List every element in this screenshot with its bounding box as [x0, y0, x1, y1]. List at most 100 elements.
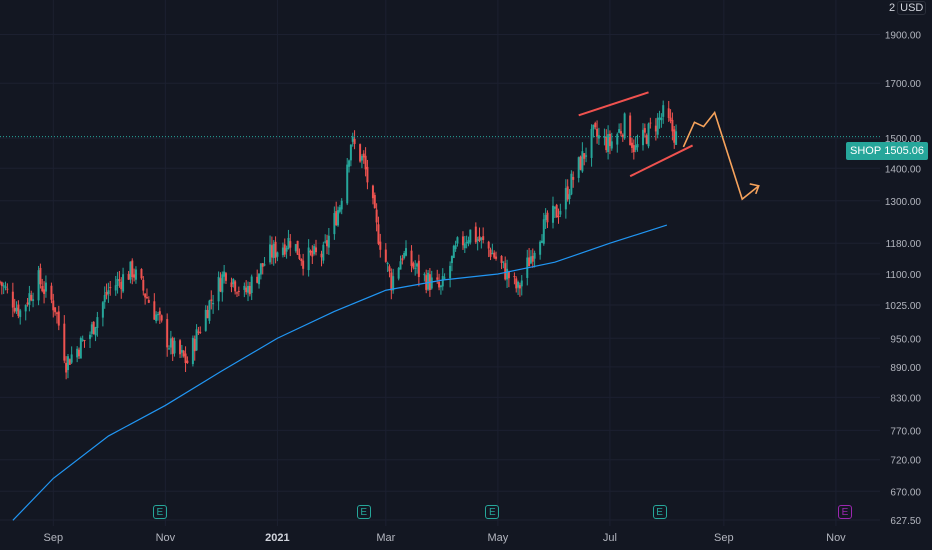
- candle-body: [307, 247, 310, 271]
- candle-body: [647, 123, 650, 147]
- candle-body: [403, 252, 406, 259]
- candle-body: [495, 256, 498, 259]
- candle-body: [579, 156, 582, 170]
- candle-body: [474, 226, 477, 243]
- candle-body: [294, 244, 297, 251]
- y-tick-label: 1700.00: [885, 79, 922, 90]
- candle-body: [15, 307, 18, 312]
- candle-body: [675, 131, 678, 145]
- candle-body: [629, 115, 632, 146]
- candle-body: [546, 212, 549, 223]
- candle-body: [300, 259, 303, 262]
- y-tick-label: 1100.00: [886, 270, 922, 281]
- candle-body: [564, 187, 567, 210]
- candle-body: [248, 285, 251, 295]
- candle-body: [353, 138, 356, 145]
- candle-body: [572, 176, 575, 180]
- candle-body: [17, 304, 20, 316]
- candle-body: [654, 125, 657, 132]
- currency-label[interactable]: 2 USD: [889, 1, 927, 15]
- earnings-marker-icon[interactable]: E: [652, 505, 667, 519]
- candle-body: [156, 314, 159, 316]
- candle-body: [454, 245, 457, 250]
- candle-body: [518, 285, 521, 289]
- candle-body: [19, 310, 22, 318]
- candle-body: [101, 302, 104, 318]
- candle-body: [81, 339, 84, 341]
- candle-body: [517, 281, 520, 288]
- candle-body: [52, 300, 55, 311]
- x-tick-label: Mar: [376, 532, 395, 544]
- candle-body: [327, 235, 330, 248]
- candle-body: [348, 160, 351, 167]
- candle-body: [94, 327, 97, 336]
- candle-body: [44, 282, 47, 292]
- candle-body: [166, 319, 169, 348]
- y-tick-label: 1500.00: [885, 134, 922, 145]
- candle-body: [208, 300, 211, 321]
- candle-body: [32, 299, 35, 301]
- candle-body: [263, 264, 266, 266]
- candle-body: [261, 263, 264, 267]
- candle-body: [623, 113, 626, 139]
- candle-body: [204, 309, 207, 331]
- candle-body: [145, 297, 148, 299]
- candle-body: [410, 250, 413, 266]
- candle-body: [656, 117, 659, 135]
- candle-body: [417, 260, 420, 277]
- candle-body: [147, 299, 150, 303]
- candle-body: [322, 244, 325, 261]
- candle-body: [173, 340, 176, 354]
- candle-body: [92, 321, 95, 334]
- candle-body: [337, 210, 340, 226]
- earnings-marker-icon[interactable]: E: [152, 505, 167, 519]
- candle-body: [405, 248, 408, 256]
- x-tick-label: Sep: [714, 532, 734, 544]
- candle-body: [607, 134, 610, 153]
- candle-body: [555, 204, 558, 218]
- candle-body: [366, 166, 369, 183]
- candle-body: [50, 285, 53, 300]
- candle-body: [11, 291, 14, 308]
- candle-body: [436, 277, 439, 280]
- candle-body: [70, 354, 73, 363]
- candle-body: [340, 200, 343, 210]
- candle-body: [0, 282, 3, 286]
- candle-body: [6, 288, 9, 290]
- future-earnings-marker-icon[interactable]: E: [837, 505, 852, 519]
- candle-body: [54, 307, 57, 313]
- candle-body: [414, 267, 417, 269]
- candle-body: [89, 334, 92, 339]
- candle-body: [539, 241, 542, 255]
- candle-body: [24, 305, 27, 312]
- upper-trend-line: [578, 91, 649, 117]
- candle-body: [68, 359, 71, 365]
- candle-body: [450, 255, 453, 264]
- candle-body: [274, 241, 277, 258]
- earnings-marker-icon[interactable]: E: [485, 505, 500, 519]
- candle-body: [285, 247, 288, 252]
- candle-body: [283, 244, 286, 255]
- candle-body: [553, 206, 556, 209]
- candle-body: [373, 195, 376, 209]
- candle-body: [311, 250, 314, 257]
- candle-body: [570, 173, 573, 195]
- candle-body: [449, 265, 452, 279]
- candle-body: [346, 164, 349, 204]
- projection-arrowhead: [749, 183, 760, 195]
- candle-body: [182, 350, 185, 357]
- earnings-marker-icon[interactable]: E: [356, 505, 371, 519]
- candle-body: [179, 340, 182, 355]
- candle-body: [360, 156, 363, 161]
- candle-body: [351, 136, 354, 142]
- symbol-label: SHOP: [850, 145, 882, 157]
- candle-body: [313, 246, 316, 254]
- candle-body: [109, 287, 112, 289]
- projection-path: [682, 110, 760, 201]
- candle-body: [326, 240, 329, 247]
- currency-button[interactable]: USD: [897, 1, 927, 15]
- candle-body: [197, 331, 200, 333]
- candle-body: [55, 312, 58, 314]
- candle-body: [243, 285, 246, 290]
